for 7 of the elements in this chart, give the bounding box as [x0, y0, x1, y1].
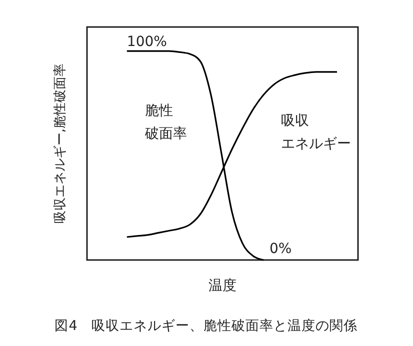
- series-label: 脆性破面率: [144, 103, 187, 142]
- series-label: 吸収エネルギー: [281, 113, 351, 152]
- x-axis-title: 温度: [208, 278, 236, 294]
- annotation: 0%: [269, 241, 292, 257]
- text: 図4 吸収エネルギー、脆性破面率と温度の関係: [54, 318, 358, 334]
- y-axis-title: 吸収エネルギー,脆性破面率: [52, 63, 68, 224]
- text: 100%: [126, 34, 167, 50]
